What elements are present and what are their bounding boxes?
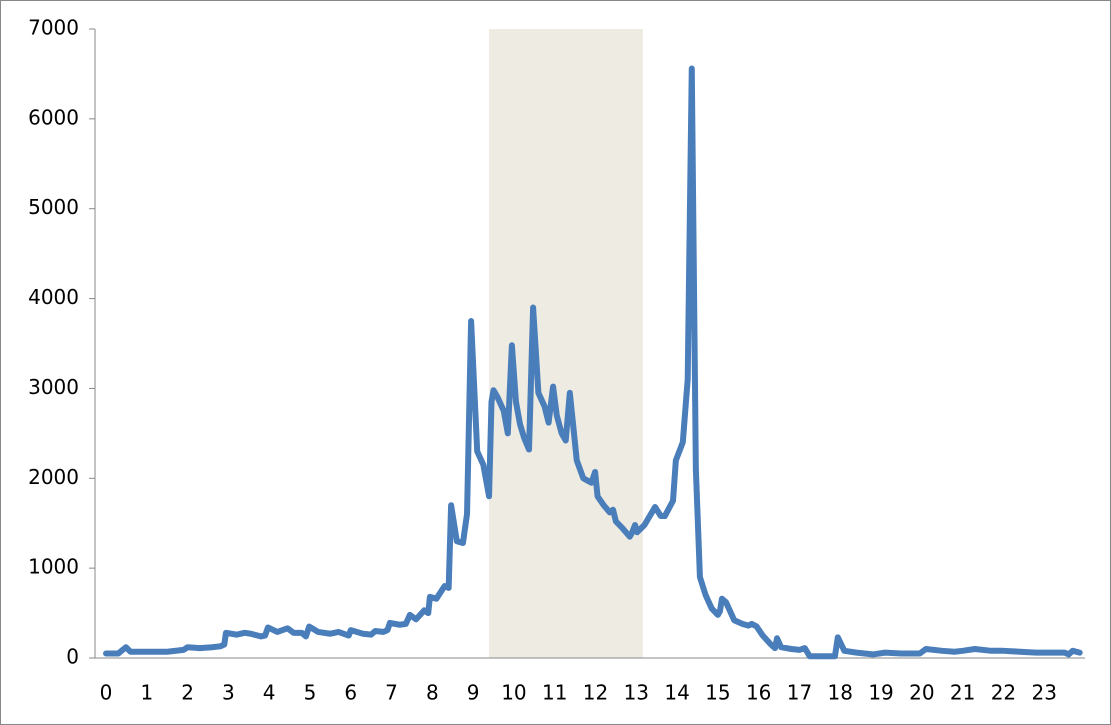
x-tick-label: 21 [950, 681, 975, 705]
y-tick-label: 4000 [28, 285, 79, 309]
x-tick-label: 15 [705, 681, 730, 705]
x-tick-label: 19 [868, 681, 893, 705]
x-tick-label: 4 [263, 681, 276, 705]
highlight-band [489, 29, 643, 658]
x-tick-label: 11 [542, 681, 567, 705]
y-tick-label: 0 [66, 645, 79, 669]
x-tick-label: 22 [991, 681, 1016, 705]
x-tick-label: 20 [909, 681, 934, 705]
x-tick-label: 23 [1031, 681, 1056, 705]
x-tick-label: 18 [828, 681, 853, 705]
x-tick-label: 5 [304, 681, 317, 705]
y-tick-label: 7000 [28, 16, 79, 40]
y-tick-label: 6000 [28, 105, 79, 129]
x-tick-label: 1 [140, 681, 153, 705]
x-tick-label: 13 [624, 681, 649, 705]
x-tick-label: 16 [746, 681, 771, 705]
x-tick-label: 14 [664, 681, 689, 705]
x-tick-label: 0 [100, 681, 113, 705]
x-tick-label: 3 [222, 681, 235, 705]
x-tick-label: 6 [344, 681, 357, 705]
x-tick-label: 2 [181, 681, 194, 705]
y-tick-label: 1000 [28, 555, 79, 579]
y-tick-label: 3000 [28, 375, 79, 399]
x-tick-label: 7 [385, 681, 398, 705]
x-tick-label: 10 [501, 681, 526, 705]
data-line [103, 65, 1083, 660]
y-tick-label: 2000 [28, 465, 79, 489]
y-tick-label: 5000 [28, 195, 79, 219]
x-tick-label: 12 [583, 681, 608, 705]
x-tick-label: 8 [426, 681, 439, 705]
x-tick-label: 9 [467, 681, 480, 705]
x-tick-label: 17 [787, 681, 812, 705]
